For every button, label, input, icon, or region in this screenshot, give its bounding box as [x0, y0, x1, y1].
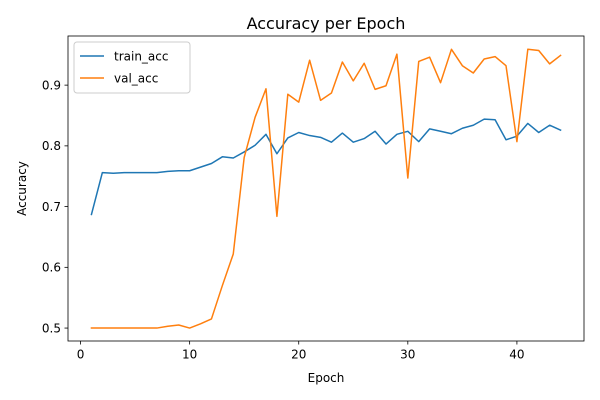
- x-tick-label: 40: [509, 348, 524, 362]
- x-tick-label: 30: [400, 348, 415, 362]
- legend: train_acc val_acc: [74, 42, 190, 93]
- y-tick-label: 0.5: [42, 321, 61, 335]
- legend-label-val-acc: val_acc: [114, 72, 158, 86]
- x-tick-label: 0: [77, 348, 85, 362]
- x-tick-label: 10: [182, 348, 197, 362]
- y-tick-label: 0.9: [42, 78, 61, 92]
- chart-title: Accuracy per Epoch: [247, 14, 406, 33]
- y-tick-label: 0.6: [42, 261, 61, 275]
- y-axis-label: Accuracy: [15, 161, 29, 216]
- x-axis-label: Epoch: [308, 371, 345, 385]
- y-tick-label: 0.8: [42, 139, 61, 153]
- x-tick-label: 20: [291, 348, 306, 362]
- legend-label-train-acc: train_acc: [114, 50, 168, 64]
- y-tick-label: 0.7: [42, 200, 61, 214]
